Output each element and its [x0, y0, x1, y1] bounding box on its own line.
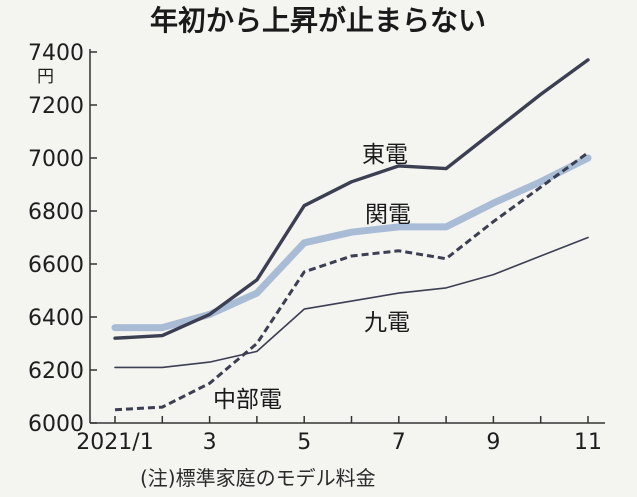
series-labels: 東電 関電 九電 中部電: [213, 142, 411, 413]
y-tick-label: 6800: [28, 200, 84, 225]
y-tick-label: 6000: [28, 412, 84, 437]
series-line-2: [114, 236, 589, 369]
x-tick-label: 9: [486, 430, 500, 455]
x-tick-label: 7: [392, 430, 406, 455]
series-line-3: [114, 151, 589, 412]
y-tick-label: 6600: [28, 253, 84, 278]
chart-note: (注)標準家庭のモデル料金: [140, 466, 376, 490]
x-tick-label: 11: [574, 430, 602, 455]
y-tick-label: 7400: [28, 41, 84, 66]
series-line-0: [113, 58, 590, 340]
y-axis-unit: 円: [37, 67, 54, 87]
y-tick-label: 6200: [28, 359, 84, 384]
axes: 6000 6200 6400 6600 6800 7000 7200 7400 2021/1 3 5…: [28, 41, 605, 455]
x-tick-label: 2021/1: [76, 430, 153, 455]
y-tick-label: 7000: [28, 147, 84, 172]
y-tick-label: 6400: [28, 306, 84, 331]
chart-title: 年初から上昇が止まらない: [150, 4, 486, 37]
series-label-kanden: 関電: [365, 202, 411, 228]
x-tick-label: 3: [203, 430, 217, 455]
series-label-todenn: 東電: [362, 142, 408, 168]
series-label-kyuden: 九電: [364, 310, 410, 336]
x-tick-label: 5: [297, 430, 311, 455]
y-tick-label: 7200: [28, 94, 84, 119]
series-label-chubuden: 中部電: [213, 387, 282, 413]
series-line-1: [111, 154, 592, 332]
series-layer: [111, 58, 592, 412]
